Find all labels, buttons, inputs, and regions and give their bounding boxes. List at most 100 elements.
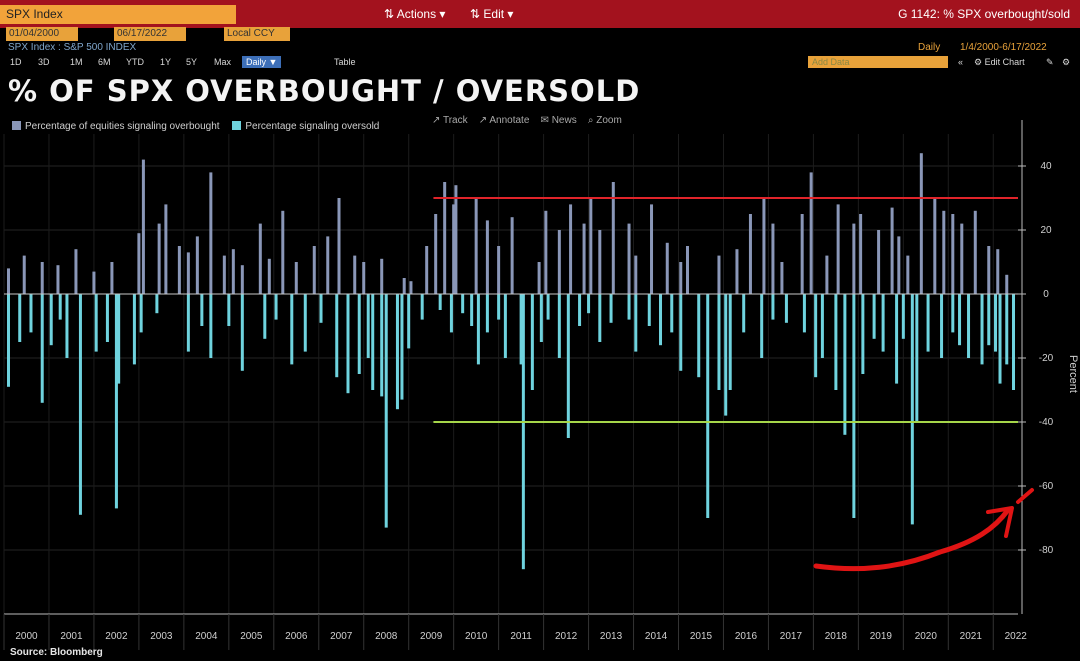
timeframe-max[interactable]: Max [214,57,232,67]
timeframe-1d[interactable]: 1D [10,57,22,67]
bar-oversold-66 [742,294,746,333]
edit-chart-button[interactable]: ⚙ Edit Chart [974,57,1025,67]
annotation-arrow-head [986,506,1014,538]
edit-label: Edit [483,7,505,21]
x-tick-label-8: 2008 [375,631,398,642]
track-tool-label: Track [442,115,468,126]
bar-overbought-12 [186,252,190,294]
bar-overbought-16 [231,249,235,294]
timeframe-ytd[interactable]: YTD [126,57,144,67]
bar-oversold-72 [820,294,824,358]
x-tick-label-18: 2018 [825,631,848,642]
bar-oversold-51 [578,294,582,326]
zoom-tool[interactable]: ⌕ Zoom [587,115,622,126]
bar-oversold-15 [186,294,190,352]
news-tool[interactable]: ✉ News [540,115,577,126]
annotate-tool[interactable]: ↗ Annotate [478,115,530,126]
legend-label-oversold: Percentage signaling oversold [245,121,380,132]
collapse-icon[interactable]: « [958,57,964,67]
bar-oversold-21 [274,294,278,320]
bar-oversold-81 [910,294,914,525]
bar-oversold-27 [357,294,361,374]
bar-overbought-38 [510,217,514,294]
y-tick-label-6: -80 [1039,545,1054,556]
x-tick-label-6: 2006 [285,631,308,642]
bar-overbought-49 [650,204,654,294]
bar-overbought-21 [294,262,298,294]
timeframe-5y[interactable]: 5Y [186,57,198,67]
bar-oversold-69 [784,294,788,323]
bar-overbought-24 [337,198,341,294]
timeframe-row: 1D 3D 1M 6M YTD 1Y 5Y Max Daily ▼ Table … [0,56,1080,70]
annotation-arrow-tip [1016,488,1034,504]
add-data-input[interactable]: Add Data [808,56,948,68]
bar-overbought-5 [92,271,96,294]
bar-oversold-64 [724,294,728,416]
bar-oversold-34 [407,294,411,349]
bar-oversold-30 [380,294,384,397]
legend-label-overbought: Percentage of equities signaling overbou… [25,121,220,132]
bar-overbought-37 [497,246,501,294]
chart-title: % OF SPX OVERBOUGHT / OVERSOLD [8,74,641,108]
bar-oversold-18 [227,294,231,326]
frequency-select[interactable]: Daily ▼ [242,56,282,68]
x-tick-label-3: 2003 [150,631,173,642]
bar-oversold-80 [901,294,905,339]
timeframe-6m[interactable]: 6M [98,57,111,67]
bar-overbought-72 [951,214,955,294]
y-tick-label-2: 0 [1043,289,1049,300]
bar-overbought-18 [258,223,262,294]
bar-overbought-51 [679,262,683,294]
pencil-icon[interactable]: ✎ [1046,57,1054,67]
ticker-field[interactable]: SPX Index [0,5,236,24]
bar-oversold-82 [915,294,919,422]
table-button[interactable]: Table [334,57,356,67]
start-date-input[interactable]: 01/04/2000 [6,27,78,41]
x-tick-label-15: 2015 [690,631,713,642]
bar-overbought-53 [717,255,721,294]
bar-overbought-14 [209,172,213,294]
bar-overbought-3 [56,265,60,294]
timeframe-3d[interactable]: 3D [38,57,50,67]
bar-oversold-50 [566,294,570,438]
bar-oversold-29 [371,294,375,390]
x-tick-label-20: 2020 [915,631,938,642]
y-tick-label-1: 20 [1040,225,1052,236]
bar-oversold-14 [155,294,159,314]
edit-menu[interactable]: ⇅ Edit ▾ [470,7,514,21]
bar-oversold-23 [303,294,307,352]
bar-oversold-53 [598,294,602,342]
track-tool[interactable]: ↗ Track [432,115,468,126]
bar-oversold-8 [94,294,98,352]
timeframe-1m[interactable]: 1M [70,57,83,67]
bar-oversold-28 [366,294,370,358]
bar-oversold-73 [834,294,838,390]
bar-oversold-49 [557,294,561,358]
bar-oversold-7 [78,294,82,515]
y-axis-label: Percent [1067,355,1079,393]
settings-icon[interactable]: ⚙ [1062,57,1071,67]
y-tick-label-3: -20 [1039,353,1054,364]
bar-oversold-39 [470,294,474,326]
x-tick-label-16: 2016 [735,631,758,642]
legend-swatch-overbought [12,121,21,130]
bar-oversold-87 [967,294,971,358]
bar-oversold-92 [1005,294,1009,365]
bar-overbought-52 [685,246,689,294]
bar-overbought-15 [222,255,226,294]
bar-overbought-0 [6,268,10,294]
bar-overbought-39 [537,262,541,294]
bar-oversold-33 [400,294,404,400]
bar-overbought-29 [409,281,413,294]
bar-oversold-48 [546,294,550,320]
date-range-row: 01/04/2000 06/17/2022 Local CCY [0,27,1080,41]
currency-select[interactable]: Local CCY [224,27,290,41]
x-tick-label-5: 2005 [240,631,263,642]
timeframe-1y[interactable]: 1Y [160,57,172,67]
actions-menu[interactable]: ⇅ Actions ▾ [384,7,446,21]
bar-oversold-40 [476,294,480,365]
bar-oversold-57 [647,294,651,326]
end-date-input[interactable]: 06/17/2022 [114,27,186,41]
bar-overbought-7 [137,233,141,294]
